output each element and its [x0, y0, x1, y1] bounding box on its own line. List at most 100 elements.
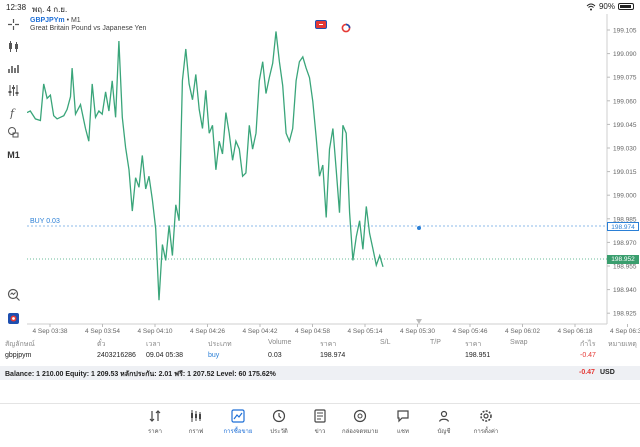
nav-item-label: ประวัติ: [270, 429, 288, 435]
battery-percent: 90%: [598, 2, 615, 11]
bottom-navigation: ราคา กราฟ การซื้อขาย ประวัติ ข่าว กล่องจดหมาย…: [0, 403, 640, 447]
sliders-icon[interactable]: [5, 82, 22, 99]
table-cell: 0.03: [268, 352, 282, 359]
x-tick-label: 4 Sep 04:26: [190, 328, 225, 335]
table-cell: 2403216286: [97, 352, 136, 359]
table-header-cell: Swap: [510, 339, 528, 346]
candles-icon[interactable]: [5, 38, 22, 55]
table-cell: 198.974: [320, 352, 346, 359]
mailbox-icon: [353, 409, 367, 423]
buy-price-tag: 198.974: [607, 222, 639, 231]
table-header-cell: ราคา: [320, 341, 337, 348]
one-click-trading-icon[interactable]: [315, 20, 327, 29]
chart-symbol: GBPJPYm • M1: [30, 17, 81, 24]
nav-item-quotes[interactable]: ราคา: [135, 409, 175, 436]
x-tick-label: 4 Sep 04:42: [242, 328, 277, 335]
total-profit: -0.47: [579, 369, 595, 376]
status-right: 90%: [586, 2, 634, 11]
nav-item-news[interactable]: ข่าว: [300, 409, 340, 436]
chat-icon: [397, 410, 409, 423]
y-tick-label: 199.090: [613, 51, 637, 58]
status-date: พฤ. 4 ก.ย.: [32, 5, 68, 14]
x-tick-label: 4 Sep 04:10: [137, 328, 172, 335]
chart-end-marker: [416, 319, 422, 324]
account-icon: [438, 410, 450, 422]
account-currency: USD: [600, 369, 615, 376]
y-tick-label: 199.060: [613, 98, 637, 105]
chart-icon: [191, 410, 201, 422]
nav-item-history[interactable]: ประวัติ: [259, 409, 299, 436]
x-tick-label: 4 Sep 06:18: [557, 328, 592, 335]
battery-icon: [618, 3, 634, 10]
chart-canvas[interactable]: 199.105 199.090 199.075 199.060 199.045 199.0…: [27, 14, 640, 336]
table-header-cell: กำไร: [580, 341, 596, 348]
settings-icon: [480, 410, 492, 422]
status-bar: 12:38 พฤ. 4 ก.ย. 90%: [0, 0, 640, 14]
zoom-icon[interactable]: [5, 286, 22, 303]
table-header-cell: หมายเหตุ: [608, 341, 637, 348]
y-tick-label: 199.030: [613, 146, 637, 153]
y-tick-label: 198.925: [613, 311, 637, 318]
nav-item-label: การซื้อขาย: [223, 429, 253, 435]
x-tick-label: 4 Sep 03:38: [32, 328, 67, 335]
positions-table: สัญลักษณ์ ตั๋ว เวลา ประเภท Volume ราคา S/L T/P ร…: [0, 336, 640, 363]
y-tick-label: 199.105: [613, 28, 637, 35]
symbol-name: GBPJPYm: [30, 17, 65, 24]
table-cell: -0.47: [580, 352, 596, 359]
table-header-cell: สัญลักษณ์: [5, 341, 35, 348]
chart-toolbar: f M1: [0, 14, 27, 334]
x-tick-label: 4 Sep 05:30: [400, 328, 435, 335]
trade-icon: [231, 409, 245, 423]
nav-item-label: การตั้งค่า: [473, 429, 499, 435]
nav-item-settings[interactable]: การตั้งค่า: [466, 409, 506, 436]
x-tick-label: 4 Sep 05:14: [347, 328, 382, 335]
nav-item-label: แชท: [397, 429, 409, 435]
table-header-cell: ราคา: [465, 341, 482, 348]
y-tick-label: 199.075: [613, 75, 637, 82]
nav-item-account[interactable]: บัญชี: [424, 409, 464, 436]
y-tick-label: 198.970: [613, 240, 637, 247]
table-header-cell: เวลา: [146, 341, 161, 348]
table-cell: 09.04 05:38: [146, 352, 183, 359]
status-time: 12:38: [6, 3, 27, 12]
news-icon: [314, 409, 326, 423]
table-cell: 198.951: [465, 352, 491, 359]
x-tick-label: 4 Sep 04:58: [295, 328, 330, 335]
nav-item-chart[interactable]: กราฟ: [176, 409, 216, 436]
svg-text:f: f: [9, 107, 16, 119]
buy-position-label: BUY 0.03: [30, 218, 60, 225]
table-cell: buy: [208, 352, 220, 359]
x-tick-label: 4 Sep 06:02: [505, 328, 540, 335]
nav-item-label: ข่าว: [314, 429, 326, 435]
table-header-cell: T/P: [430, 339, 441, 346]
app-logo-icon[interactable]: [5, 310, 22, 327]
nav-item-label: กราฟ: [188, 429, 204, 435]
current-price-tag: 198.952: [607, 255, 639, 264]
buy-entry-marker: [417, 226, 421, 230]
nav-item-mailbox[interactable]: กล่องจดหมาย: [340, 409, 380, 436]
y-tick-label: 198.955: [613, 264, 637, 271]
objects-icon[interactable]: [5, 124, 22, 141]
indicators-icon[interactable]: [5, 60, 22, 77]
table-row[interactable]: gbpjpym 2403216286 09.04 05:38 buy 0.03 198.9…: [0, 349, 640, 363]
timeframe-m1[interactable]: M1: [7, 149, 20, 160]
table-header-cell: ประเภท: [208, 341, 232, 348]
nav-item-label: ราคา: [148, 429, 162, 435]
table-body: gbpjpym 2403216286 09.04 05:38 buy 0.03 198.9…: [0, 349, 640, 363]
y-tick-label: 198.985: [613, 216, 637, 223]
nav-item-trade[interactable]: การซื้อขาย: [218, 409, 258, 436]
function-icon[interactable]: f: [5, 104, 22, 121]
x-tick-label: 4 Sep 05:46: [452, 328, 487, 335]
price-chart[interactable]: 199.105 199.090 199.075 199.060 199.045 199.0…: [27, 14, 640, 336]
quotes-icon: [149, 410, 161, 422]
nav-item-chat[interactable]: แชท: [383, 409, 423, 436]
history-icon: [272, 409, 286, 423]
trade-levels-icon[interactable]: [340, 20, 352, 33]
x-tick-label: 4 Sep 06:34: [610, 328, 640, 335]
crosshair-icon[interactable]: [5, 16, 22, 33]
symbol-description: Great Britain Pound vs Japanese Yen: [30, 25, 147, 32]
nav-item-label: กล่องจดหมาย: [341, 429, 379, 435]
symbol-timeframe: • M1: [64, 17, 81, 24]
balance-text: Balance: 1 210.00 Equity: 1 209.53 หลักป…: [5, 371, 276, 378]
balance-bar: Balance: 1 210.00 Equity: 1 209.53 หลักป…: [0, 366, 640, 380]
